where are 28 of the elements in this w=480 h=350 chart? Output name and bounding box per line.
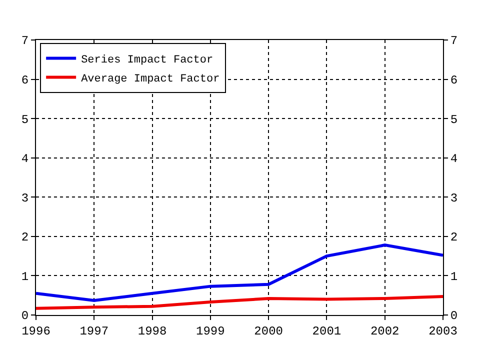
y-tick-label: 7	[21, 34, 29, 48]
y2-tick-label: 6	[450, 73, 458, 88]
x-tick-label: 2003	[428, 324, 458, 338]
y2-tick-label: 7	[450, 34, 458, 48]
x-tick-label: 1999	[196, 324, 225, 338]
y2-tick-label: 4	[450, 152, 458, 166]
y2-tick-label: 5	[450, 112, 458, 127]
y-tick-label: 4	[21, 152, 29, 166]
y2-tick-label: 2	[450, 230, 458, 245]
y-tick-label: 1	[21, 270, 29, 284]
line-series	[36, 295, 443, 310]
legend-label: Series Impact Factor	[81, 54, 214, 67]
y-tick-label: 0	[21, 309, 29, 324]
x-tick-label: 2001	[312, 324, 342, 338]
y-tick-label: 2	[21, 230, 29, 245]
y-tick-label: 6	[21, 73, 29, 88]
y-tick-label: 5	[21, 112, 29, 127]
y2-tick-label: 3	[450, 191, 458, 206]
x-tick-label: 1997	[80, 324, 109, 338]
line-series	[36, 244, 443, 302]
legend-label: Average Impact Factor	[81, 74, 220, 86]
x-tick-label: 2000	[254, 324, 283, 338]
x-tick-label: 1998	[138, 324, 167, 338]
y2-tick-label: 1	[450, 270, 458, 284]
x-tick-label: 1996	[22, 324, 50, 338]
y2-tick-label: 0	[450, 309, 458, 324]
y-tick-label: 3	[21, 191, 29, 206]
x-tick-label: 2002	[370, 324, 400, 338]
